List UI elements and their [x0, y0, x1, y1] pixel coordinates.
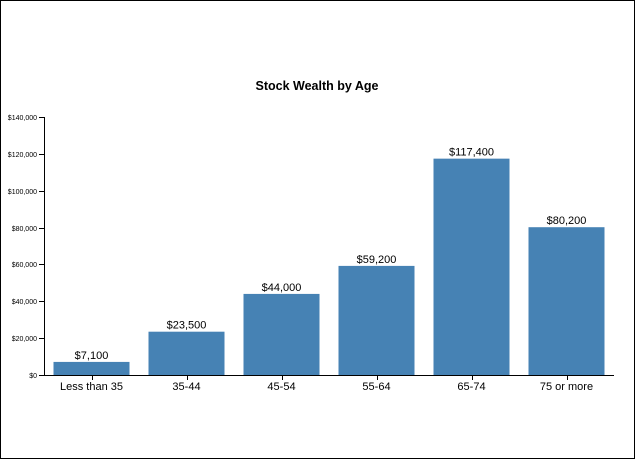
- x-axis: Less than 35 35-44 45-54 55-64 65-74 75 or mo…: [44, 375, 614, 393]
- y-tick-label: $80,000: [12, 226, 37, 233]
- bar: [528, 227, 605, 375]
- bar: [243, 293, 320, 375]
- x-tick-label: 35-44: [172, 381, 200, 393]
- y-tick-label: $60,000: [12, 262, 37, 269]
- x-tick-label: 75 or more: [540, 381, 593, 393]
- data-label: $59,200: [357, 254, 397, 266]
- bar: [53, 361, 130, 375]
- y-tick-label: $120,000: [8, 152, 37, 159]
- data-labels: $7,100 $23,500 $44,000 $59,200 $117,400 $80,2…: [75, 147, 587, 362]
- bars: [53, 158, 605, 375]
- data-label: $44,000: [262, 282, 302, 294]
- y-axis: $0 $20,000 $40,000 $60,000 $80,000 $100,000 $1…: [8, 115, 45, 380]
- x-tick-label: 55-64: [362, 381, 390, 393]
- y-tick-label: $140,000: [8, 115, 37, 122]
- y-tick-label: $0: [29, 373, 37, 380]
- data-label: $23,500: [167, 320, 207, 332]
- data-label: $117,400: [449, 147, 494, 159]
- bar: [338, 265, 415, 375]
- data-label: $7,100: [75, 350, 109, 362]
- y-tick-label: $20,000: [12, 336, 37, 343]
- y-tick-label: $100,000: [8, 189, 37, 196]
- bar: [148, 331, 225, 375]
- chart-title: Stock Wealth by Age: [256, 79, 379, 93]
- data-label: $80,200: [547, 215, 587, 227]
- x-tick-label: 65-74: [457, 381, 485, 393]
- bar: [433, 158, 510, 375]
- y-tick-label: $40,000: [12, 299, 37, 306]
- x-tick-label: 45-54: [267, 381, 295, 393]
- x-tick-label: Less than 35: [60, 381, 123, 393]
